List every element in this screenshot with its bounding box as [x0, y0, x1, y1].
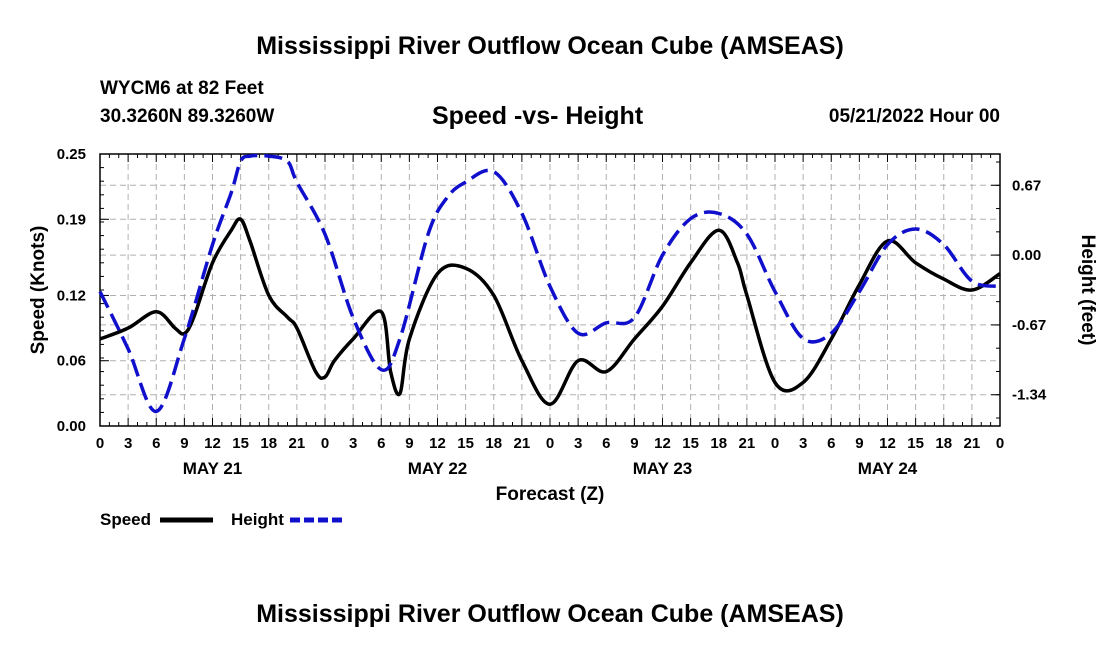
x-tick-label: 21	[514, 435, 531, 452]
date-label: 05/21/2022 Hour 00	[828, 106, 1000, 127]
x-tick-label: 18	[710, 435, 727, 452]
y-right-tick-label: 0.00	[1012, 247, 1041, 264]
day-label: MAY 24	[858, 459, 918, 478]
x-axis-label: Forecast (Z)	[496, 484, 605, 505]
day-label: MAY 22	[408, 459, 468, 478]
day-label: MAY 21	[183, 459, 243, 478]
x-tick-label: 0	[996, 435, 1004, 452]
legend-height-label: Height	[231, 510, 284, 529]
x-tick-label: 21	[739, 435, 756, 452]
y-tick-label: 0.19	[57, 211, 86, 228]
y-axis-label: Speed (Knots)	[28, 226, 49, 355]
coordinates-label: 30.3260N 89.3260W	[100, 106, 275, 127]
x-tick-label: 18	[260, 435, 277, 452]
y-tick-label: 0.12	[57, 287, 86, 304]
x-tick-label: 15	[907, 435, 924, 452]
series-group	[98, 153, 1001, 414]
x-tick-label: 15	[457, 435, 474, 452]
x-tick-label: 18	[485, 435, 502, 452]
x-tick-label: 9	[630, 435, 638, 452]
x-tick-label: 6	[377, 435, 385, 452]
y-axis-right-label: Height (feet)	[1077, 235, 1098, 346]
x-tick-label: 3	[799, 435, 807, 452]
x-tick-label: 9	[855, 435, 863, 452]
legend-speed-label: Speed	[100, 510, 151, 529]
x-tick-label: 12	[204, 435, 221, 452]
series-line-height	[98, 153, 1001, 414]
x-tick-label: 21	[289, 435, 306, 452]
y-tick-label: 0.06	[57, 353, 86, 370]
x-tick-label: 6	[602, 435, 610, 452]
x-tick-label: 18	[935, 435, 952, 452]
x-tick-label: 21	[964, 435, 981, 452]
day-label: MAY 23	[633, 459, 693, 478]
y-right-tick-label: 0.67	[1012, 177, 1041, 194]
x-tick-label: 15	[232, 435, 249, 452]
chart-title: Mississippi River Outflow Ocean Cube (AM…	[256, 32, 844, 60]
chart-subtitle: Speed -vs- Height	[432, 102, 644, 130]
x-tick-label: 9	[405, 435, 413, 452]
x-tick-label: 6	[152, 435, 160, 452]
x-tick-label: 12	[654, 435, 671, 452]
x-tick-label: 3	[124, 435, 132, 452]
x-tick-label: 9	[180, 435, 188, 452]
y-tick-label: 0.25	[57, 146, 86, 163]
y-right-tick-label: -1.34	[1012, 387, 1047, 404]
footer-title: Mississippi River Outflow Ocean Cube (AM…	[256, 600, 844, 628]
x-tick-label: 12	[879, 435, 896, 452]
x-tick-label: 0	[96, 435, 104, 452]
x-tick-label: 6	[827, 435, 835, 452]
series-line-speed	[99, 217, 1001, 406]
legend: Speed Height	[100, 510, 343, 529]
x-tick-label: 0	[321, 435, 329, 452]
x-tick-label: 0	[771, 435, 779, 452]
x-tick-label: 0	[546, 435, 554, 452]
axes: 0 3 6 9 12 15 18 21 0 3 6 9 12 15 18 21 0 3 6 9 12 15 18 21 0 3 6 9…	[57, 146, 1047, 478]
x-tick-label: 3	[574, 435, 582, 452]
x-tick-label: 3	[349, 435, 357, 452]
x-tick-label: 12	[429, 435, 446, 452]
y-tick-label: 0.00	[57, 418, 86, 435]
y-right-tick-label: -0.67	[1012, 317, 1046, 334]
x-tick-label: 15	[682, 435, 699, 452]
station-label: WYCM6 at 82 Feet	[100, 78, 264, 99]
